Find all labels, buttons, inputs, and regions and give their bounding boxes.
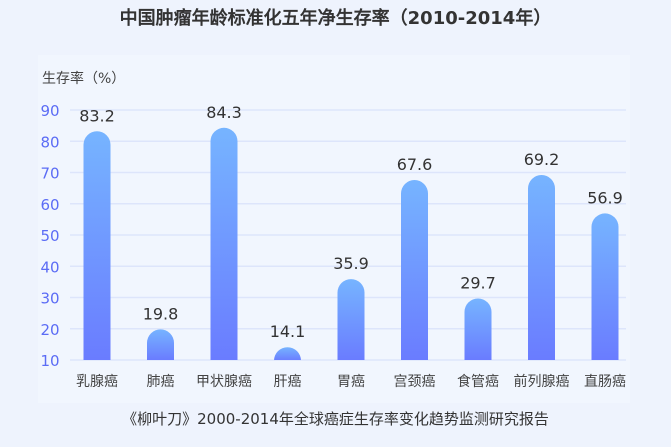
- data-label: 29.7: [460, 273, 496, 292]
- bar: [401, 180, 428, 360]
- x-tick-label: 前列腺癌: [514, 373, 570, 390]
- x-tick-label: 食管癌: [457, 373, 499, 390]
- y-tick-label: 10: [40, 352, 59, 370]
- y-tick-label: 80: [40, 133, 59, 151]
- bar: [83, 131, 111, 360]
- x-tick-label: 直肠癌: [584, 373, 626, 390]
- data-label: 83.2: [79, 106, 115, 125]
- bar: [464, 298, 492, 360]
- data-label: 56.9: [587, 188, 623, 207]
- y-tick-label: 50: [40, 227, 59, 245]
- data-label: 69.2: [524, 150, 560, 169]
- x-tick-label: 肺癌: [147, 374, 175, 390]
- x-tick-label: 宫颈癌: [394, 374, 436, 390]
- y-tick-label: 60: [40, 196, 59, 214]
- y-tick-label: 90: [40, 102, 59, 120]
- bar: [210, 127, 238, 360]
- data-label: 67.6: [397, 155, 433, 174]
- x-tick-label: 乳腺癌: [76, 374, 118, 390]
- chart-title: 中国肿瘤年龄标准化五年净生存率（2010-2014年）: [119, 8, 552, 29]
- y-tick-label: 30: [40, 290, 59, 308]
- data-label: 19.8: [143, 304, 179, 323]
- y-tick-label: 70: [40, 165, 59, 183]
- data-label: 84.3: [206, 103, 242, 122]
- x-tick-label: 胃癌: [337, 374, 365, 390]
- bar: [337, 279, 365, 360]
- source-note: 《柳叶刀》2000-2014年全球癌症生存率变化趋势监测研究报告: [122, 410, 549, 428]
- bar: [274, 347, 301, 361]
- data-label: 35.9: [333, 254, 369, 273]
- y-tick-label: 20: [40, 321, 59, 339]
- bar: [591, 213, 619, 360]
- data-label: 14.1: [270, 322, 306, 341]
- bar: [147, 329, 174, 360]
- y-axis-label: 生存率（%）: [42, 71, 126, 87]
- y-tick-label: 40: [40, 258, 59, 276]
- x-tick-label: 肝癌: [274, 374, 302, 390]
- x-tick-label: 甲状腺癌: [196, 374, 252, 390]
- bar: [528, 175, 555, 360]
